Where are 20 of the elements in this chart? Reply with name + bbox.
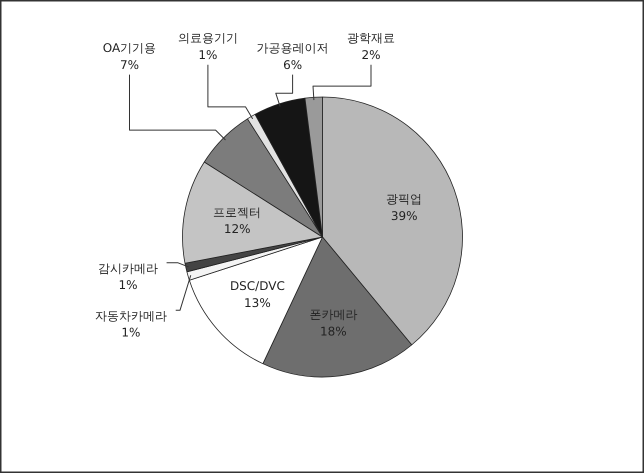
slice-label: 의료용기기 xyxy=(178,31,238,46)
slice-label: DSC/DVC xyxy=(230,279,285,293)
data-label: 39% xyxy=(390,209,418,223)
data-label: 6% xyxy=(283,58,302,72)
data-label: 13% xyxy=(244,296,271,310)
slice-label: OA기기용 xyxy=(102,41,156,55)
slice-label: 프로젝터 xyxy=(213,205,262,220)
slice-label: 광픽업 xyxy=(386,192,422,206)
data-label: 1% xyxy=(121,326,140,340)
slice-label: 가공용레이저 xyxy=(256,41,329,55)
data-label: 7% xyxy=(120,58,140,72)
slice-label: 감시카메라 xyxy=(98,261,158,276)
data-label: 2% xyxy=(361,48,381,62)
data-label: 18% xyxy=(320,324,347,339)
slice-label: 자동차카메라 xyxy=(94,308,167,323)
slice-label: 폰카메라 xyxy=(309,308,358,322)
slice-label: 광학재료 xyxy=(347,31,395,46)
data-label: 12% xyxy=(224,222,251,236)
data-label: 1% xyxy=(198,48,218,62)
data-label: 1% xyxy=(118,278,138,292)
